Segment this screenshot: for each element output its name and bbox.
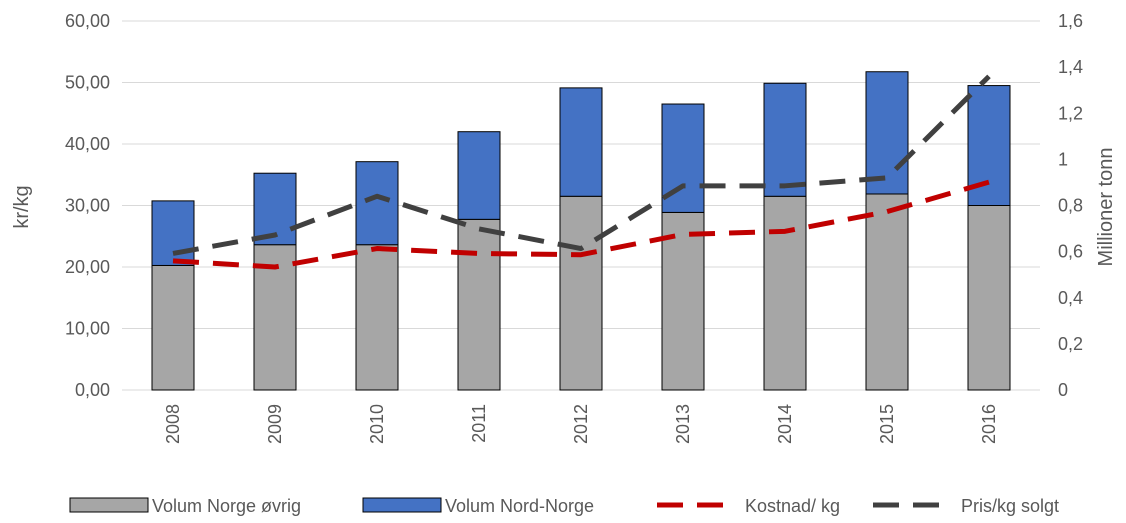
- y-tick-label: 10,00: [65, 319, 110, 339]
- y2-axis-title: Millioner tonn: [1095, 148, 1117, 267]
- x-axis: 2008 2009 2010 2011 2012 2013 2014 2015 2016: [163, 404, 999, 444]
- legend-item: Volum Norge øvrig: [69, 496, 301, 516]
- y-tick-label: 50,00: [65, 73, 110, 93]
- bar-volum-norge-vrig-2016: [967, 205, 1011, 391]
- x-tick-label: 2012: [571, 404, 591, 444]
- x-tick-label: 2011: [469, 404, 489, 443]
- bar-volum-nord-norge-2009: [253, 172, 297, 246]
- line-kostnad-kg: [172, 179, 990, 270]
- bar-volum-norge-vrig-2010: [355, 244, 399, 391]
- y-tick-label: 40,00: [65, 134, 110, 154]
- legend-swatch: [69, 497, 149, 513]
- y-tick-label: 30,00: [65, 196, 110, 216]
- y2-tick-label: 1,6: [1058, 11, 1083, 31]
- y2-tick-label: 0,4: [1058, 288, 1083, 308]
- x-tick-label: 2013: [673, 404, 693, 444]
- y-axis-right: 0 0,2 0,4 0,6 0,8 1 1,2 1,4 1,6: [1058, 11, 1083, 400]
- legend-swatch: [362, 497, 442, 513]
- bar-volum-norge-vrig-2015: [865, 193, 909, 391]
- bar-volum-norge-vrig-2011: [457, 218, 501, 391]
- bar-volum-norge-vrig-2014: [763, 195, 807, 391]
- x-tick-label: 2015: [877, 404, 897, 444]
- bars: [151, 71, 1011, 391]
- y-tick-label: 60,00: [65, 11, 110, 31]
- y-axis-title: kr/kg: [11, 185, 33, 228]
- legend-label: Pris/kg solgt: [961, 496, 1059, 516]
- y2-tick-label: 1,4: [1058, 57, 1083, 77]
- y-tick-label: 20,00: [65, 257, 110, 277]
- x-tick-label: 2008: [163, 404, 183, 444]
- legend-item: Volum Nord-Norge: [362, 496, 594, 516]
- y2-tick-label: 1,2: [1058, 103, 1083, 123]
- y2-tick-label: 0,8: [1058, 196, 1083, 216]
- legend-label: Volum Norge øvrig: [152, 496, 301, 516]
- legend: Volum Norge øvrig Volum Nord-Norge Kostnad…: [69, 496, 1059, 516]
- y-tick-label: 0,00: [75, 380, 110, 400]
- bar-volum-nord-norge-2010: [355, 161, 399, 246]
- bar-volum-nord-norge-2012: [559, 87, 603, 197]
- bar-volum-norge-vrig-2012: [559, 195, 603, 391]
- x-tick-label: 2010: [367, 404, 387, 444]
- x-tick-label: 2009: [265, 404, 285, 444]
- legend-label: Kostnad/ kg: [745, 496, 840, 516]
- y2-tick-label: 0,2: [1058, 334, 1083, 354]
- bar-volum-nord-norge-2015: [865, 71, 909, 195]
- x-tick-label: 2016: [979, 404, 999, 444]
- legend-item: Kostnad/ kg: [657, 496, 840, 516]
- legend-item: Pris/kg solgt: [873, 496, 1059, 516]
- bar-volum-nord-norge-2011: [457, 131, 501, 220]
- y-axis-left: 0,00 10,00 20,00 30,00 40,00 50,00 60,00: [65, 11, 110, 400]
- y2-tick-label: 1: [1058, 149, 1068, 169]
- bar-volum-nord-norge-2014: [763, 82, 807, 197]
- bar-volum-norge-vrig-2013: [661, 211, 705, 391]
- bar-volum-norge-vrig-2008: [151, 264, 195, 391]
- legend-label: Volum Nord-Norge: [445, 496, 594, 516]
- y2-tick-label: 0: [1058, 380, 1068, 400]
- bar-volum-nord-norge-2008: [151, 200, 195, 266]
- line-pris-kg-solgt: [172, 74, 991, 256]
- y2-tick-label: 0,6: [1058, 242, 1083, 262]
- series-lines: [172, 74, 991, 270]
- x-tick-label: 2014: [775, 404, 795, 444]
